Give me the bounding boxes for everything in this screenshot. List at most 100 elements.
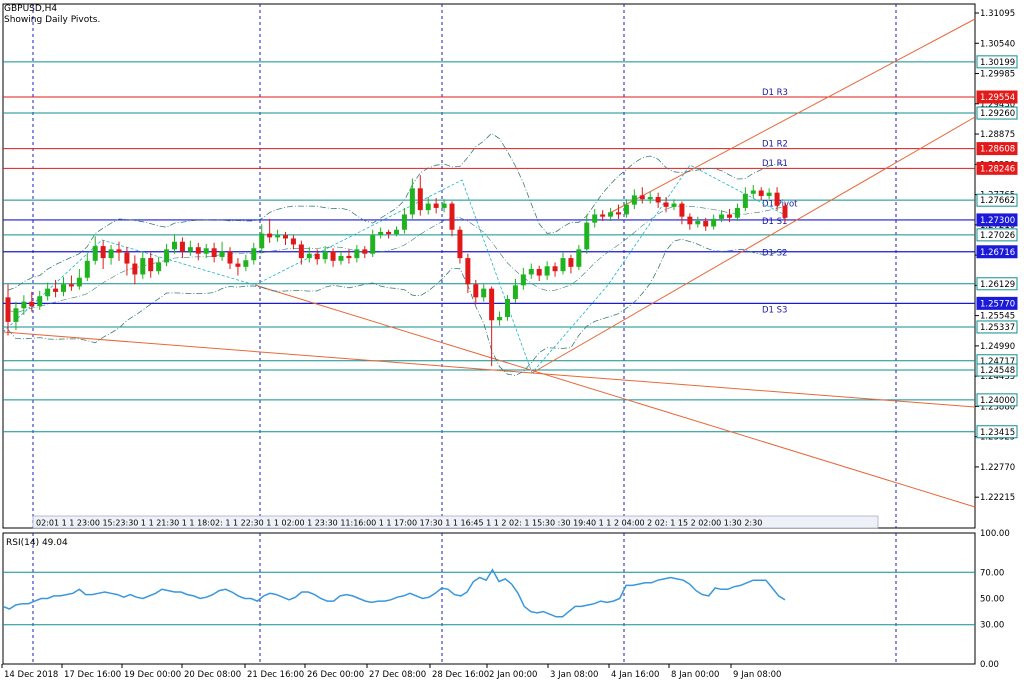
candle-body [386,231,392,235]
candle-body [283,235,288,239]
time-axis-label: 2 Jan 00:00 [489,670,537,680]
candle-body [314,253,320,260]
price-level-tag-label: 1.27300 [980,216,1015,226]
candle-body [330,251,336,261]
candle-body [148,258,154,272]
price-level-tag-label: 1.24717 [980,357,1015,367]
candle-body [663,202,669,207]
price-axis-label: 1.23880 [980,402,1015,412]
rsi-axis-label: 30.00 [980,621,1004,631]
candle-body [346,255,352,259]
pivot-label: D1 S3 [762,305,787,315]
candle-body [766,192,772,196]
candle-body [552,266,558,272]
candle-body [671,203,677,207]
candle-body [53,288,59,292]
price-axis-label: 1.22770 [980,463,1015,473]
candle-body [5,297,11,322]
bollinger-upper-band [7,132,786,291]
price-level-tag-label: 1.27662 [980,196,1015,206]
candle-body [505,298,510,317]
candle-body [568,258,574,267]
trend-line [254,284,976,508]
event-strip-bar [32,515,879,529]
candle-body [401,214,407,230]
candle-body [370,235,376,254]
zigzag-indicator [2,164,786,374]
candle-body [592,214,598,223]
candle-body [195,247,201,254]
rsi-line [2,568,786,618]
candle-body [425,203,431,211]
candle-body [290,238,296,245]
candle-body [734,207,740,218]
candle-body [100,246,106,259]
candle-body [782,205,788,218]
candle-body [164,249,170,263]
candle-body [584,222,590,250]
candle-body [560,258,566,272]
time-axis-label: 27 Dec 08:00 [369,670,426,680]
price-level-tag-label: 1.24000 [980,396,1015,406]
time-axis-label: 9 Jan 08:00 [733,670,781,680]
candle-body [243,260,249,267]
candle-body [481,288,487,298]
price-level-tag-label: 1.28608 [980,145,1015,155]
candle-body [203,248,209,254]
price-level-tag-label: 1.26129 [980,280,1015,290]
price-level-tag [976,90,1018,104]
rsi-axis-label: 100.00 [980,529,1010,539]
trend-line [531,116,976,374]
time-axis-label: 21 Dec 16:00 [247,670,304,680]
chart-symbol-title: GBPUSD,H4 [4,4,58,14]
candle-body [235,263,241,267]
candle-body [29,301,35,307]
event-strip-text: 02:01 1 1 23:00 15:23:30 1 1 21:30 1 1 1… [36,519,762,528]
trend-line [2,331,533,374]
rsi-title: RSI(14) 49.04 [6,538,68,548]
candle-body [124,252,130,264]
candle-body [306,253,312,259]
time-axis-label: 3 Jan 08:00 [550,670,598,680]
candle-body [132,263,138,275]
candle-body [156,262,162,272]
pivot-label: D1 S1 [762,217,787,227]
price-level-tag [976,277,1018,291]
candle-body [378,231,384,236]
candle-body [108,249,114,259]
candle-body [719,214,725,219]
price-level-tag [976,106,1018,120]
candle-body [711,218,717,227]
price-level-tag [976,228,1018,242]
pivot-label: D1 R2 [762,139,788,149]
price-level-tag [976,193,1018,207]
candle-body [608,212,614,217]
price-axis-label: 1.29985 [980,70,1015,80]
price-level-tag-label: 1.27026 [980,231,1015,241]
candle-body [140,258,146,275]
candle-body [61,284,66,292]
candle-body [441,203,447,208]
candle-body [576,249,582,267]
candle-body [92,246,98,261]
candle-body [520,274,526,286]
time-axis-label: 14 Dec 2018 [4,670,58,680]
candle-body [703,221,709,227]
candle-body [695,221,701,225]
price-level-tag [976,425,1018,439]
trend-line [607,18,976,215]
candle-body [84,260,90,278]
candle-body [322,251,328,260]
candle-body [409,188,415,215]
price-level-tag-label: 1.24548 [980,366,1015,376]
candle-body [742,193,748,208]
candle-body [750,190,756,194]
price-level-tag [976,213,1018,227]
price-axis-label: 1.30540 [980,39,1015,49]
candle-body [21,301,27,309]
candle-body [639,195,645,200]
candle-body [473,284,479,298]
price-level-tag-label: 1.26716 [980,248,1015,258]
